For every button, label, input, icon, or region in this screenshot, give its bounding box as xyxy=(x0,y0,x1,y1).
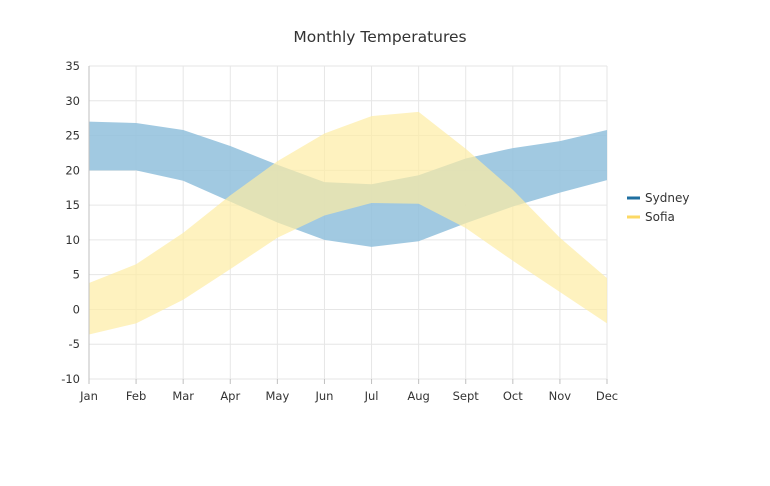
y-tick-label: 10 xyxy=(65,233,80,247)
series-area-sofia xyxy=(89,111,607,335)
x-tick-label: Jan xyxy=(79,389,98,403)
x-tick-label: Apr xyxy=(220,389,240,403)
legend: Sydney Sofia xyxy=(627,191,689,224)
x-tick-label: May xyxy=(265,389,289,403)
y-tick-label: 25 xyxy=(65,129,80,143)
y-tick-label: 35 xyxy=(65,59,80,73)
y-tick-label: 15 xyxy=(65,198,80,212)
chart-title: Monthly Temperatures xyxy=(293,28,466,46)
x-tick-label: Sept xyxy=(453,389,480,403)
legend-label-sofia: Sofia xyxy=(645,210,675,224)
x-tick-label: Jul xyxy=(364,389,379,403)
axes: -10 -5 0 5 10 15 20 25 30 35 Jan Feb Mar Apr May Jun Jul… xyxy=(61,59,618,403)
legend-label-sydney: Sydney xyxy=(645,191,689,205)
y-tick-label: -10 xyxy=(61,372,80,386)
y-tick-label: 5 xyxy=(73,268,80,282)
x-tick-label: Aug xyxy=(407,389,429,403)
x-tick-label: Feb xyxy=(126,389,146,403)
y-tick-label: -5 xyxy=(69,337,80,351)
x-tick-label: Oct xyxy=(503,389,523,403)
y-tick-label: 30 xyxy=(65,94,80,108)
x-tick-label: Jun xyxy=(314,389,333,403)
series-areas xyxy=(89,111,607,335)
x-tick-label: Mar xyxy=(172,389,194,403)
x-tick-label: Nov xyxy=(549,389,572,403)
y-tick-label: 0 xyxy=(73,302,80,316)
y-tick-label: 20 xyxy=(65,163,80,177)
x-tick-label: Dec xyxy=(596,389,618,403)
